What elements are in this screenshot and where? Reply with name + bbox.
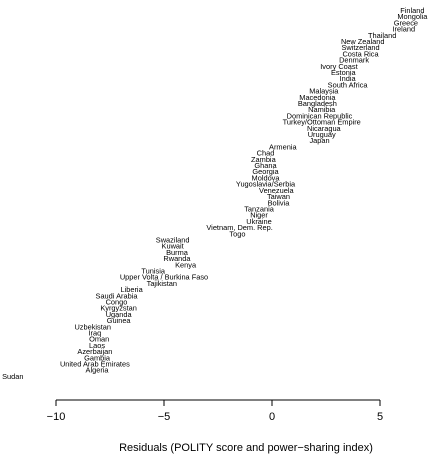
point-label: Namibia xyxy=(308,105,336,114)
point-label: Saudi Arabia xyxy=(96,291,139,300)
x-axis-label: Residuals (POLITY score and power−sharin… xyxy=(119,442,373,454)
point-label: Niger xyxy=(250,211,268,220)
point-label: Japan xyxy=(309,136,329,145)
point-label: Taiwan xyxy=(267,192,290,201)
point-label: Nicaragua xyxy=(307,124,342,133)
point-label: Uganda xyxy=(106,310,133,319)
point-label: Switzerland xyxy=(341,43,379,52)
point-label: Uruguay xyxy=(308,130,336,139)
point-labels: FinlandMongoliaGreeceIrelandThailandNew … xyxy=(2,6,428,381)
point-label: Laos xyxy=(89,341,105,350)
point-label: Sudan xyxy=(2,372,23,381)
point-label: Algeria xyxy=(86,366,110,375)
point-label: Tunisia xyxy=(141,266,165,275)
point-label: Greece xyxy=(394,18,418,27)
point-label: Venezuela xyxy=(259,186,294,195)
point-label: Uzbekistan xyxy=(74,322,111,331)
point-label: South Africa xyxy=(328,80,369,89)
point-label: Turkey/Ottoman Empire xyxy=(283,118,361,127)
point-label: Gambia xyxy=(84,353,111,362)
point-label: Armenia xyxy=(269,142,297,151)
x-tick-label: −10 xyxy=(47,411,66,423)
point-label: Tanzania xyxy=(244,204,274,213)
point-label: Denmark xyxy=(339,56,369,65)
point-label: Kyrgyzstan xyxy=(100,304,137,313)
point-label: Macedonia xyxy=(299,93,336,102)
point-label: Ireland xyxy=(392,25,415,34)
point-label: Liberia xyxy=(121,285,144,294)
point-label: Bangladesh xyxy=(298,99,337,108)
point-label: Dominican Republic xyxy=(287,111,353,120)
x-axis: −10 −5 0 5 xyxy=(47,399,383,423)
point-label: New Zealand xyxy=(341,37,385,46)
point-label: Rwanda xyxy=(163,254,191,263)
point-label: Bolivia xyxy=(268,198,291,207)
point-label: Estonia xyxy=(331,68,357,77)
point-label: Mongolia xyxy=(397,12,428,21)
point-label: Georgia xyxy=(252,167,279,176)
point-label: United Arab Emirates xyxy=(60,360,130,369)
point-label: Ivory Coast xyxy=(320,62,357,71)
point-label: Swaziland xyxy=(156,235,190,244)
point-label: Upper Volta / Burkina Faso xyxy=(120,273,208,282)
point-label: Finland xyxy=(400,6,424,15)
point-label: Yugoslavia/Serbia xyxy=(236,180,296,189)
x-tick-label: 0 xyxy=(269,411,275,423)
point-label: Ghana xyxy=(254,161,277,170)
point-label: Kenya xyxy=(175,260,197,269)
point-label: Chad xyxy=(257,149,275,158)
point-label: Kuwait xyxy=(162,242,184,251)
point-label: Oman xyxy=(89,335,109,344)
point-label: Zambia xyxy=(251,155,277,164)
point-label: Costa Rica xyxy=(342,49,379,58)
point-label: Azerbaijan xyxy=(77,347,112,356)
point-label: Congo xyxy=(106,298,128,307)
x-tick-label: 5 xyxy=(377,411,383,423)
point-label: India xyxy=(340,74,357,83)
point-label: Togo xyxy=(229,229,245,238)
point-label: Tajikistan xyxy=(147,279,177,288)
point-label: Malaysia xyxy=(309,87,339,96)
point-label: Iraq xyxy=(89,329,102,338)
point-label: Ukraine xyxy=(246,217,271,226)
point-label: Guinea xyxy=(107,316,132,325)
point-label: Vietnam, Dem. Rep. xyxy=(206,223,272,232)
x-tick-label: −5 xyxy=(158,411,171,423)
point-label: Thailand xyxy=(368,31,396,40)
point-label: Moldova xyxy=(252,173,281,182)
point-label: Burma xyxy=(166,248,189,257)
